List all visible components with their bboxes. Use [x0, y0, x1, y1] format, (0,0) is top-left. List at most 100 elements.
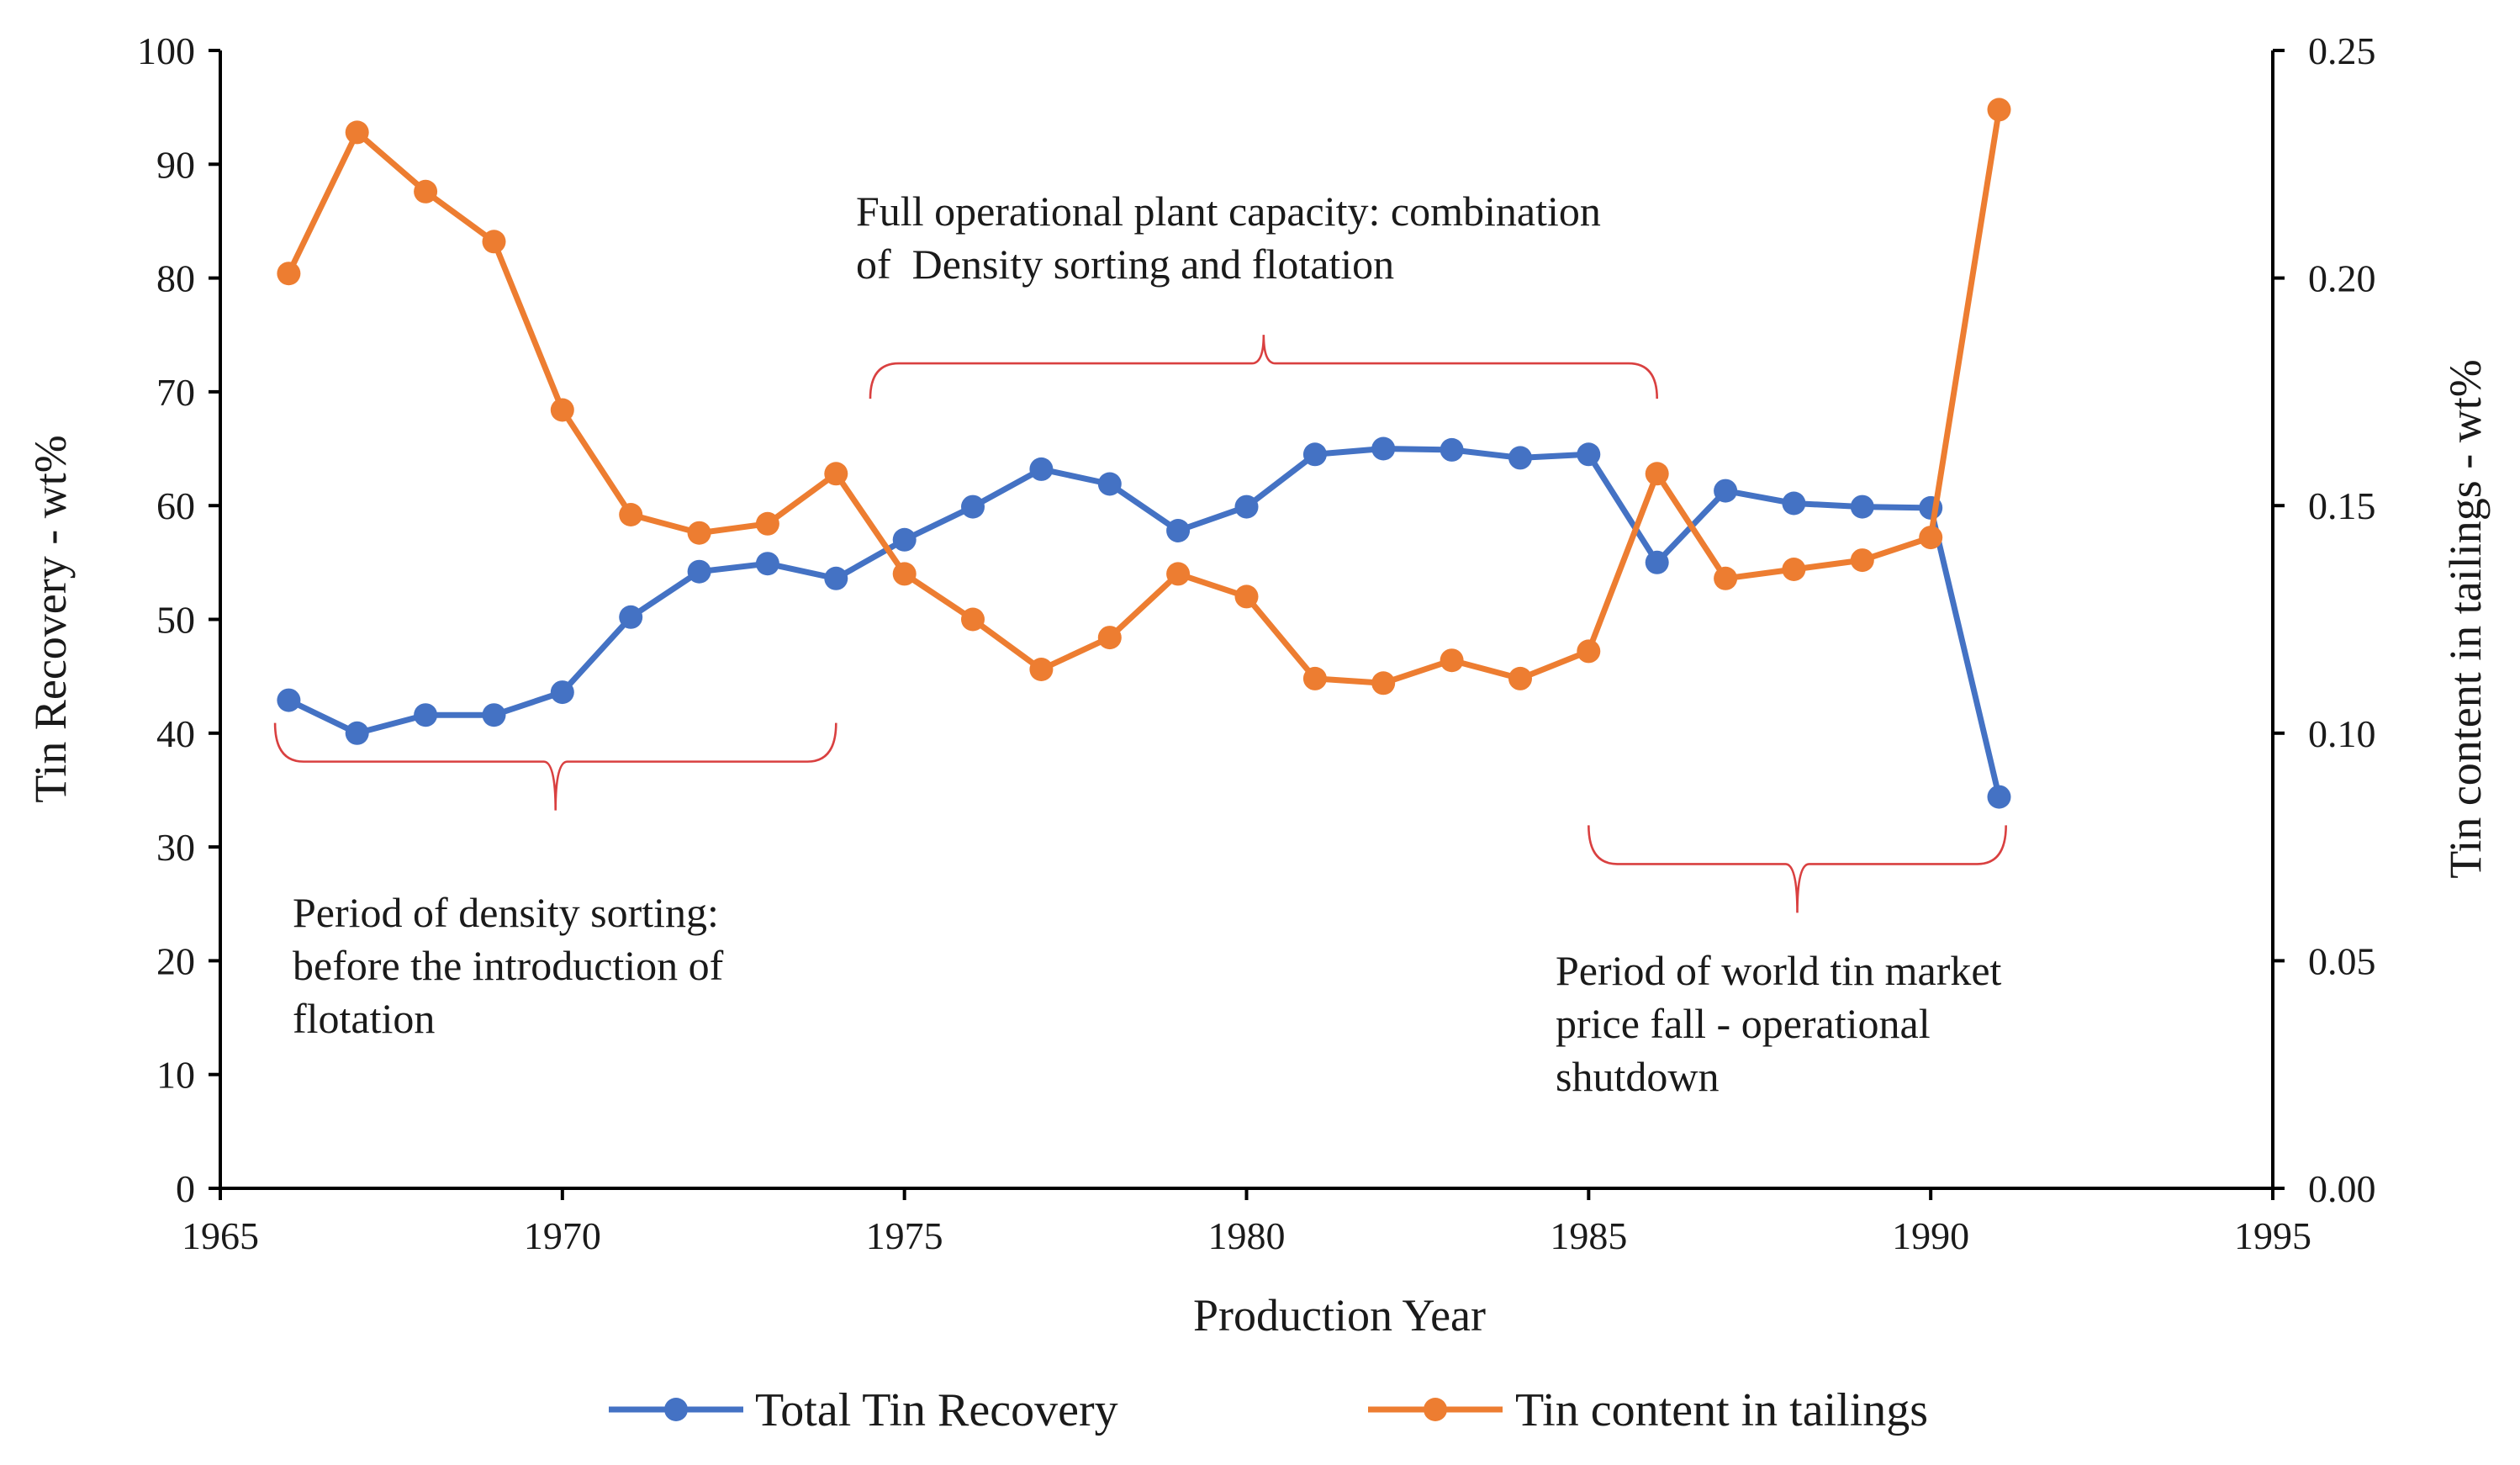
- point-total-tin-recovery-1981: [1302, 442, 1327, 467]
- legend-marker-total-tin-recovery: [664, 1398, 688, 1421]
- point-tin-content-in-tailings-1970: [550, 398, 574, 422]
- x-axis-title: Production Year: [1193, 1290, 1486, 1341]
- left-y-tick-label-80: 80: [156, 257, 195, 300]
- annotation-density-line-1: Period of density sorting:: [293, 889, 719, 936]
- point-tin-content-in-tailings-1990: [1919, 526, 1943, 550]
- point-total-tin-recovery-1974: [824, 566, 848, 590]
- point-tin-content-in-tailings-1976: [961, 607, 985, 632]
- left-y-tick-label-20: 20: [156, 939, 195, 982]
- point-total-tin-recovery-1971: [619, 605, 643, 629]
- point-tin-content-in-tailings-1986: [1645, 462, 1669, 486]
- point-total-tin-recovery-1985: [1577, 442, 1601, 467]
- annotation-density-line-3: flotation: [293, 995, 435, 1042]
- x-tick-label-1965: 1965: [182, 1214, 259, 1257]
- point-total-tin-recovery-1988: [1782, 491, 1806, 516]
- annotation-capacity-line-2: of Density sorting and flotation: [856, 241, 1394, 288]
- x-tick-label-1970: 1970: [524, 1214, 601, 1257]
- point-tin-content-in-tailings-1979: [1166, 562, 1191, 586]
- point-tin-content-in-tailings-1981: [1302, 666, 1327, 690]
- legend-marker-tin-content: [1424, 1398, 1447, 1421]
- point-total-tin-recovery-1987: [1714, 479, 1738, 503]
- point-total-tin-recovery-1969: [482, 703, 506, 727]
- annotation-density-sorting: Period of density sorting: before the in…: [293, 889, 724, 1042]
- point-total-tin-recovery-1976: [961, 495, 985, 519]
- left-y-tick-label-10: 10: [156, 1054, 195, 1097]
- point-total-tin-recovery-1975: [892, 527, 917, 552]
- point-total-tin-recovery-1978: [1097, 472, 1122, 496]
- x-tick-label-1985: 1985: [1550, 1214, 1627, 1257]
- x-tick-label-1995: 1995: [2234, 1214, 2311, 1257]
- point-total-tin-recovery-1966: [277, 688, 301, 712]
- left-y-tick-label-0: 0: [176, 1167, 195, 1210]
- right-y-tick-label-0-05: 0.05: [2308, 939, 2376, 982]
- right-y-tick-label-0-15: 0.15: [2308, 484, 2376, 527]
- point-tin-content-in-tailings-1966: [277, 262, 301, 286]
- point-tin-content-in-tailings-1975: [892, 562, 917, 586]
- x-tick-label-1975: 1975: [866, 1214, 943, 1257]
- point-total-tin-recovery-1980: [1234, 495, 1259, 519]
- point-tin-content-in-tailings-1972: [687, 521, 711, 545]
- left-y-tick-label-100: 100: [137, 29, 195, 72]
- right-y-tick-label-0-00: 0.00: [2308, 1167, 2376, 1210]
- left-y-axis-ticks: 0 10 20 30 40 50 60 70 80 90 100: [137, 29, 220, 1210]
- left-y-tick-label-70: 70: [156, 371, 195, 414]
- point-tin-content-in-tailings-1967: [345, 120, 369, 145]
- point-tin-content-in-tailings-1985: [1577, 639, 1601, 664]
- point-total-tin-recovery-1970: [550, 680, 574, 705]
- point-tin-content-in-tailings-1982: [1371, 671, 1396, 695]
- annotation-full-capacity: Full operational plant capacity: combina…: [856, 188, 1601, 288]
- series-line-tin-content-in-tailings: [286, 108, 2002, 686]
- point-tin-content-in-tailings-1984: [1508, 666, 1532, 690]
- point-tin-content-in-tailings-1974: [824, 462, 848, 486]
- right-y-tick-label-0-25: 0.25: [2308, 29, 2376, 72]
- annotation-price-fall: Period of world tin market price fall - …: [1556, 947, 2002, 1100]
- point-total-tin-recovery-1972: [687, 559, 711, 584]
- left-y-axis-title: Tin Recovery - wt%: [25, 435, 76, 802]
- x-axis-ticks: 1965 1970 1975 1980 1985 1990 1995: [182, 1188, 2311, 1257]
- point-tin-content-in-tailings-1977: [1029, 658, 1054, 681]
- point-tin-content-in-tailings-1987: [1714, 566, 1738, 590]
- x-tick-label-1980: 1980: [1208, 1214, 1286, 1257]
- left-y-tick-label-50: 50: [156, 599, 195, 642]
- series-layer: [277, 98, 2011, 809]
- point-tin-content-in-tailings-1971: [619, 503, 643, 526]
- left-y-tick-label-90: 90: [156, 143, 195, 186]
- annotation-density-line-2: before the introduction of: [293, 942, 724, 989]
- series-line-total-tin-recovery: [287, 446, 2002, 798]
- legend-item-total-tin-recovery[interactable]: Total Tin Recovery: [609, 1384, 1118, 1436]
- point-total-tin-recovery-1977: [1029, 457, 1054, 481]
- legend-label-tin-content-in-tailings: Tin content in tailings: [1515, 1384, 1928, 1436]
- point-total-tin-recovery-1991: [1987, 785, 2011, 809]
- annotation-price-line-2: price fall - operational: [1556, 1000, 1931, 1047]
- right-y-tick-label-0-20: 0.20: [2308, 257, 2376, 300]
- right-y-axis-title: Tin content in tailings - wt%: [2440, 359, 2491, 879]
- annotation-price-fall-bracket: [1588, 825, 2007, 913]
- point-total-tin-recovery-1982: [1371, 436, 1396, 461]
- annotation-capacity-line-1: Full operational plant capacity: combina…: [856, 188, 1601, 235]
- point-total-tin-recovery-1986: [1645, 550, 1669, 574]
- left-y-tick-label-40: 40: [156, 712, 195, 755]
- point-tin-content-in-tailings-1983: [1440, 648, 1464, 673]
- point-total-tin-recovery-1979: [1166, 519, 1191, 542]
- right-y-tick-label-0-10: 0.10: [2308, 712, 2376, 755]
- legend-label-total-tin-recovery: Total Tin Recovery: [755, 1384, 1118, 1436]
- legend-item-tin-content-in-tailings[interactable]: Tin content in tailings: [1368, 1384, 1928, 1436]
- point-tin-content-in-tailings-1991: [1987, 98, 2011, 122]
- point-tin-content-in-tailings-1978: [1097, 626, 1122, 650]
- annotation-price-line-1: Period of world tin market: [1556, 947, 2002, 994]
- point-tin-content-in-tailings-1973: [755, 511, 779, 536]
- legend: Total Tin Recovery Tin content in tailin…: [609, 1384, 1928, 1436]
- point-tin-content-in-tailings-1988: [1782, 558, 1806, 581]
- x-tick-label-1990: 1990: [1892, 1214, 1969, 1257]
- point-total-tin-recovery-1968: [414, 703, 438, 727]
- point-tin-content-in-tailings-1980: [1234, 584, 1259, 609]
- point-total-tin-recovery-1973: [755, 552, 779, 576]
- point-tin-content-in-tailings-1969: [482, 230, 506, 254]
- point-tin-content-in-tailings-1989: [1850, 548, 1874, 573]
- point-total-tin-recovery-1967: [345, 721, 369, 745]
- left-y-tick-label-60: 60: [156, 484, 195, 527]
- annotation-density-sorting-bracket: [273, 722, 837, 811]
- annotation-full-capacity-bracket: [869, 335, 1658, 399]
- left-y-tick-label-30: 30: [156, 826, 195, 869]
